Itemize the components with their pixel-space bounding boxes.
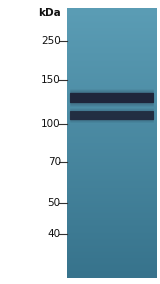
FancyBboxPatch shape — [70, 89, 154, 107]
Text: 150: 150 — [41, 74, 61, 85]
FancyBboxPatch shape — [70, 111, 154, 120]
Text: kDa: kDa — [38, 8, 61, 18]
FancyBboxPatch shape — [70, 92, 154, 104]
FancyBboxPatch shape — [70, 90, 154, 106]
Text: 100: 100 — [41, 118, 61, 129]
FancyBboxPatch shape — [70, 93, 154, 103]
FancyBboxPatch shape — [70, 91, 154, 105]
Text: 40: 40 — [48, 229, 61, 239]
Text: 70: 70 — [48, 157, 61, 167]
FancyBboxPatch shape — [70, 109, 154, 122]
FancyBboxPatch shape — [70, 111, 154, 120]
Text: 250: 250 — [41, 36, 61, 46]
FancyBboxPatch shape — [70, 108, 154, 123]
FancyBboxPatch shape — [70, 110, 154, 121]
Text: 50: 50 — [48, 198, 61, 208]
FancyBboxPatch shape — [70, 93, 154, 103]
